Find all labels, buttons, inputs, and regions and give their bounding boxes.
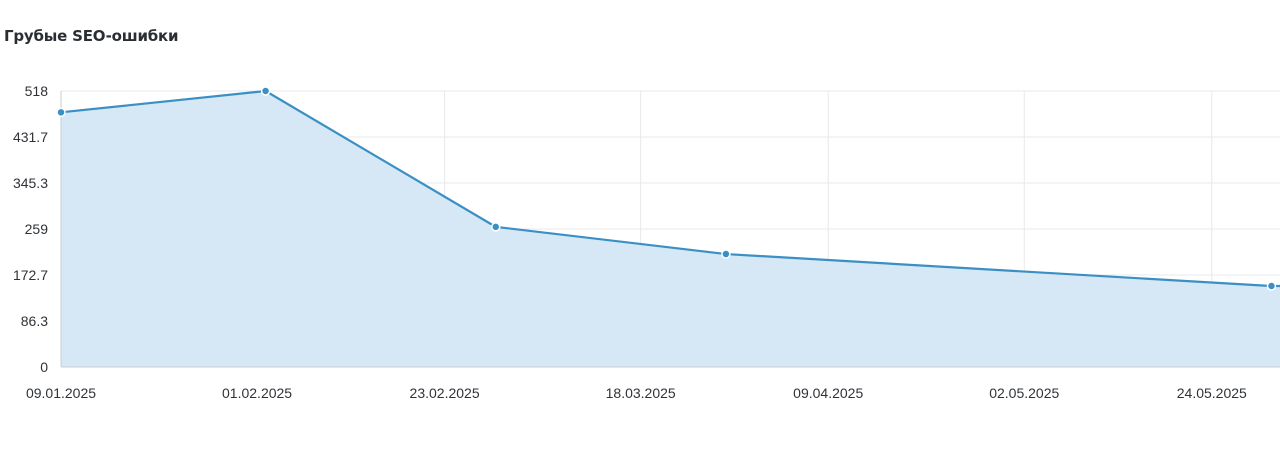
chart-title: Грубые SEO-ошибки	[4, 27, 179, 45]
data-point[interactable]	[490, 222, 501, 232]
data-point[interactable]	[260, 86, 271, 96]
y-tick-label: 345.3	[13, 175, 48, 191]
x-tick-label: 23.02.2025	[410, 385, 480, 401]
y-tick-label: 86.3	[21, 313, 48, 329]
axis	[60, 91, 1280, 368]
x-tick-label: 24.05.2025	[1177, 385, 1247, 401]
tick-labels: 0 86.3 172.7 259 345.3 431.7 518 09.01.2025 01.0…	[13, 83, 1247, 401]
x-tick-label: 01.02.2025	[222, 385, 292, 401]
y-tick-label: 0	[40, 359, 48, 375]
markers	[56, 86, 1277, 291]
x-tick-label: 09.04.2025	[793, 385, 863, 401]
y-tick-label: 431.7	[13, 129, 48, 145]
series-area	[61, 91, 1280, 367]
data-point[interactable]	[56, 107, 66, 118]
y-tick-label: 259	[25, 221, 49, 237]
x-tick-label: 18.03.2025	[606, 385, 676, 401]
x-tick-label: 09.01.2025	[26, 385, 96, 401]
y-tick-label: 518	[25, 83, 49, 99]
x-tick-label: 02.05.2025	[989, 385, 1059, 401]
y-tick-label: 172.7	[13, 267, 48, 283]
data-point[interactable]	[1266, 281, 1277, 291]
data-point[interactable]	[721, 249, 731, 259]
